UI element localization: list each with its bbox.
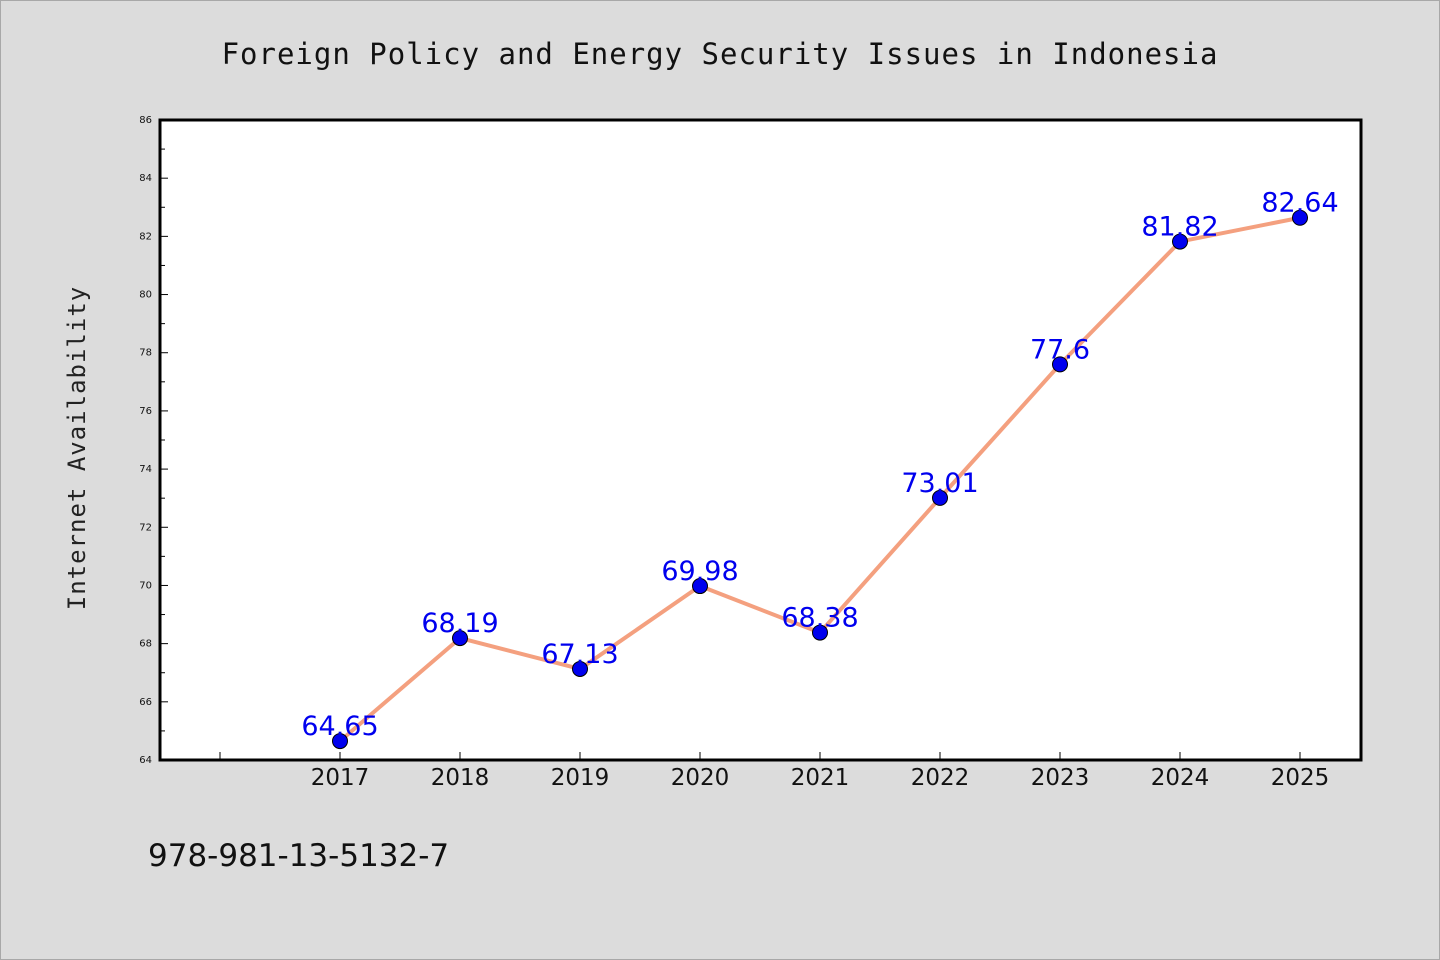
x-tick-label: 2022 xyxy=(911,765,970,791)
y-tick-label: 76 xyxy=(139,406,152,417)
x-tick-label: 2025 xyxy=(1271,765,1330,791)
x-tick-label: 2017 xyxy=(311,765,370,791)
data-label: 64.65 xyxy=(301,711,378,742)
x-axis-ticks: 2017 2018 2019 2020 2021 2022 2023 2024 2025 xyxy=(219,752,1330,791)
x-tick-label: 2019 xyxy=(551,765,610,791)
x-tick-label: 2021 xyxy=(791,765,850,791)
y-tick-label: 64 xyxy=(139,755,152,766)
plot-area xyxy=(158,118,1363,762)
data-point xyxy=(332,733,348,750)
y-tick-label: 72 xyxy=(139,522,152,533)
y-tick-label: 68 xyxy=(139,639,152,650)
data-label: 73.01 xyxy=(901,468,978,499)
chart-title: Foreign Policy and Energy Security Issue… xyxy=(222,37,1219,71)
data-point xyxy=(1172,233,1188,250)
y-tick-label: 78 xyxy=(139,348,152,359)
x-tick-label: 2020 xyxy=(671,765,730,791)
data-label: 77.6 xyxy=(1030,334,1090,365)
data-point xyxy=(572,660,588,677)
data-label: 81.82 xyxy=(1141,212,1218,243)
data-label: 82.64 xyxy=(1261,188,1338,219)
data-point xyxy=(812,624,828,641)
data-label: 69.98 xyxy=(661,556,738,587)
y-tick-label: 84 xyxy=(139,173,152,184)
footer-code: 978-981-13-5132-7 xyxy=(148,838,449,874)
x-tick-label: 2023 xyxy=(1031,765,1090,791)
y-axis-ticks: 64 66 68 70 72 74 76 78 80 82 84 86 xyxy=(139,115,168,766)
x-tick-label: 2024 xyxy=(1151,765,1210,791)
y-tick-label: 82 xyxy=(139,231,152,242)
x-tick-label: 2018 xyxy=(431,765,490,791)
y-tick-label: 74 xyxy=(139,464,152,475)
data-label: 68.38 xyxy=(781,603,858,634)
y-tick-label: 70 xyxy=(139,580,152,591)
y-tick-label: 66 xyxy=(139,697,152,708)
data-label: 67.13 xyxy=(541,639,618,670)
data-point xyxy=(692,578,708,595)
data-point xyxy=(1052,356,1068,373)
y-axis-label: Internet Availability xyxy=(63,286,91,610)
data-point xyxy=(1292,209,1308,226)
data-point xyxy=(452,630,468,647)
y-tick-label: 80 xyxy=(139,290,152,301)
data-point xyxy=(932,489,948,506)
series-layer: 64.65 68.19 67.13 69.98 68.38 73.01 77.6 81.82 8… xyxy=(301,188,1339,750)
y-tick-label: 86 xyxy=(139,115,152,126)
data-label: 68.19 xyxy=(421,608,498,639)
